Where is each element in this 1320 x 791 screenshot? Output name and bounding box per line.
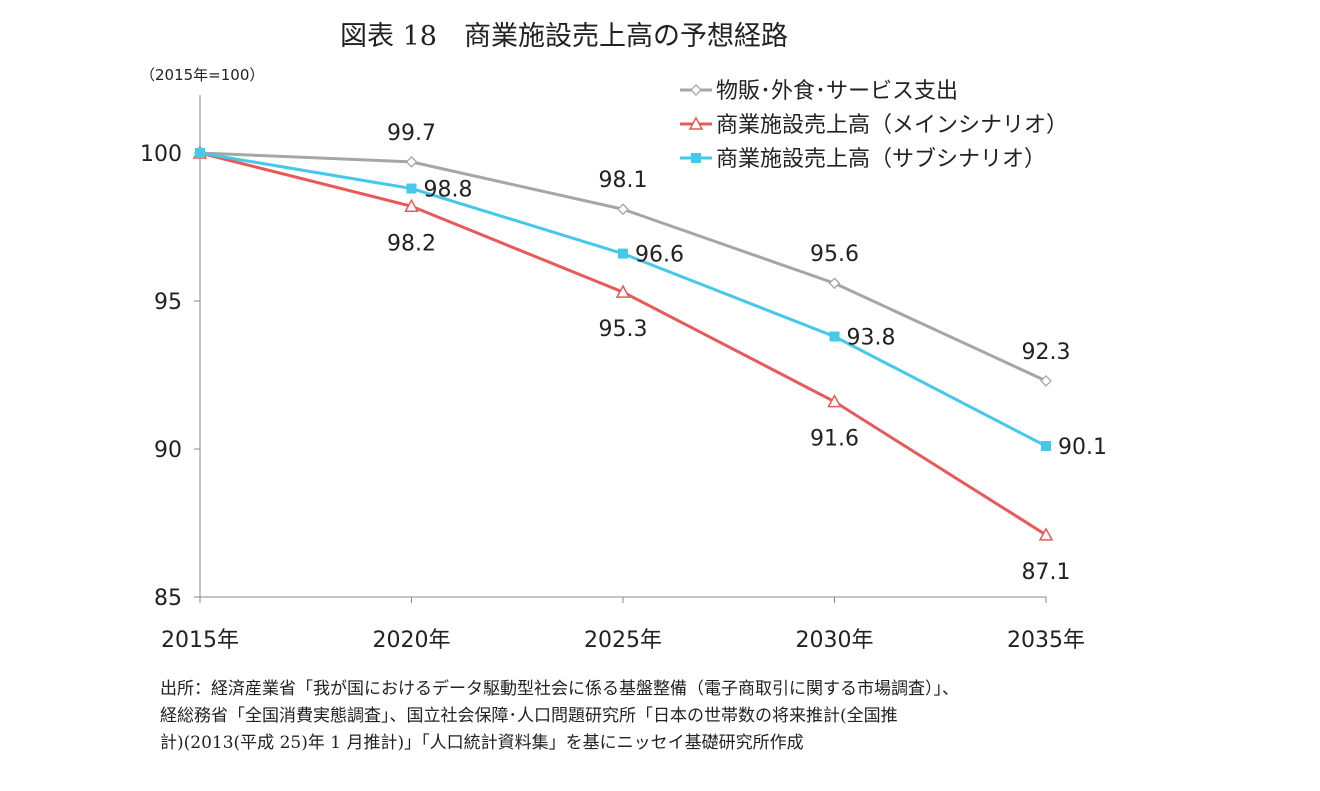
data-point xyxy=(618,248,628,259)
unit-label: （2015年=100） xyxy=(140,66,264,84)
line-chart: （2015年=100） 85 90 95 100 2015年 2020年 2025年 2030年… xyxy=(140,66,1107,653)
data-label: 98.1 xyxy=(599,168,648,193)
legend-label: 物販･外食･サービス支出 xyxy=(716,79,958,104)
x-tick-label: 2020年 xyxy=(373,628,451,653)
data-label: 87.1 xyxy=(1022,560,1071,585)
data-label: 96.6 xyxy=(635,243,684,268)
data-point xyxy=(195,148,205,158)
chart-title: 図表 18 商業施設売上高の予想経路 xyxy=(340,21,788,52)
data-point xyxy=(1041,441,1051,452)
data-label: 99.7 xyxy=(387,121,436,146)
data-point xyxy=(828,277,841,290)
data-label: 90.1 xyxy=(1058,435,1107,460)
source-line: 経総務省「全国消費実態調査」、国立社会保障･人口問題研究所「日本の世帯数の将来推… xyxy=(160,706,898,726)
source-line: 出所：経済産業省「我が国におけるデータ駆動型社会に係る基盤整備（電子商取引に関す… xyxy=(160,679,959,699)
x-tick-label: 2035年 xyxy=(1007,628,1085,653)
data-point xyxy=(404,198,419,213)
legend-label: 商業施設売上高（サブシナリオ） xyxy=(716,147,1046,172)
data-point xyxy=(827,394,842,408)
data-point xyxy=(1040,375,1052,387)
data-point xyxy=(615,284,631,298)
data-point xyxy=(829,331,840,342)
legend-marker xyxy=(690,84,702,96)
data-label: 95.3 xyxy=(599,317,648,342)
source-note: 出所：経済産業省「我が国におけるデータ駆動型社会に係る基盤整備（電子商取引に関す… xyxy=(160,676,959,757)
y-tick-label: 100 xyxy=(140,142,182,167)
data-label: 93.8 xyxy=(847,326,896,351)
legend-marker xyxy=(691,153,701,163)
y-tick-label: 95 xyxy=(154,290,182,315)
data-point xyxy=(1038,527,1054,541)
x-tick-label: 2025年 xyxy=(584,628,662,653)
legend-marker xyxy=(688,116,704,130)
source-line: 計)(2013(平成 25)年 1 月推計)」「人口統計資料集」を基にニッセイ基… xyxy=(160,733,804,753)
data-label: 91.6 xyxy=(810,427,859,452)
x-tick-label: 2015年 xyxy=(161,628,239,653)
y-tick-label: 85 xyxy=(154,586,182,611)
data-point xyxy=(406,183,417,194)
data-label: 98.2 xyxy=(387,231,436,256)
data-label: 92.3 xyxy=(1022,340,1071,365)
data-point xyxy=(617,203,629,216)
data-label: 98.8 xyxy=(424,178,473,203)
legend-label: 商業施設売上高（メインシナリオ） xyxy=(716,113,1068,138)
series-line xyxy=(199,151,1047,448)
x-tick-label: 2030年 xyxy=(796,628,874,653)
data-label: 95.6 xyxy=(810,242,859,267)
data-point xyxy=(405,155,418,168)
y-tick-label: 90 xyxy=(154,438,182,463)
